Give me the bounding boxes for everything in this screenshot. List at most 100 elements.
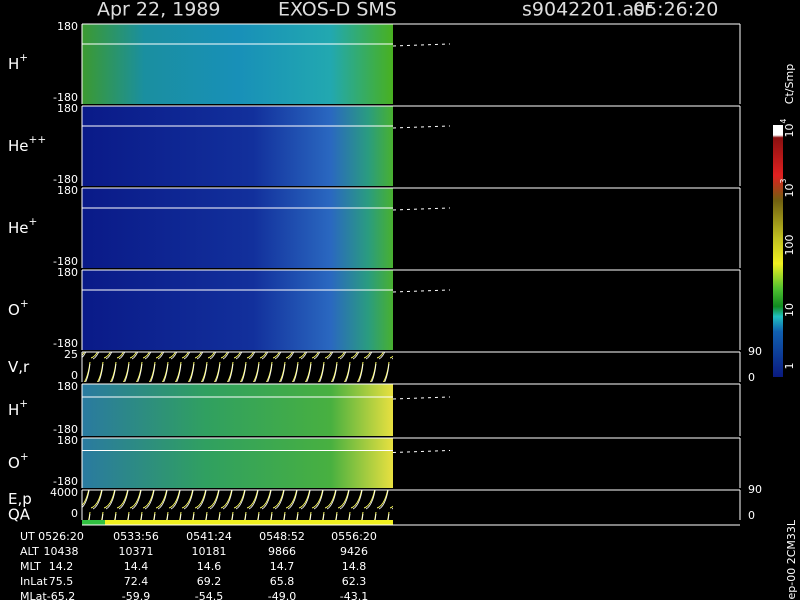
y-tick-label: 180 (57, 102, 78, 115)
label: O+ (8, 298, 29, 319)
table-value: -65.2 (47, 590, 75, 600)
label: E,p (8, 490, 32, 508)
label-sup: + (19, 52, 28, 64)
table-value: -54.5 (195, 590, 223, 600)
table-value: -59.9 (122, 590, 150, 600)
y-tick-label: 180 (57, 184, 78, 197)
label-sup: + (29, 216, 38, 228)
label-sup: + (20, 451, 29, 463)
trace (392, 125, 451, 129)
y-tick-label: 0 (71, 369, 78, 382)
y-tick-label: -180 (53, 255, 78, 268)
table-label: MLT (20, 560, 41, 573)
y-tick-label: 180 (57, 380, 78, 393)
spectrogram (82, 106, 393, 186)
y2-tick-label: 90 (748, 345, 762, 358)
table-value: 14.2 (49, 560, 74, 573)
trace (392, 396, 451, 400)
y-tick-label: 0 (71, 507, 78, 520)
table-value: 14.6 (197, 560, 222, 573)
table-label: ALT (20, 545, 39, 558)
spectrogram (82, 270, 393, 350)
y2-tick-label: 0 (748, 371, 755, 384)
date: Apr 22, 1989 (97, 0, 221, 21)
spectrogram (82, 24, 393, 104)
table-value: 62.3 (342, 575, 367, 588)
y-tick-label: -180 (53, 91, 78, 104)
colorbar-unit: Ct/Smp (783, 64, 796, 104)
trace (392, 43, 451, 47)
label-base: O (8, 301, 20, 319)
label-base: 100 (783, 235, 796, 256)
label-sup: + (20, 298, 29, 310)
label-sup: 3 (779, 178, 788, 183)
table-value: 0541:24 (186, 530, 232, 543)
table-value: 14.8 (342, 560, 367, 573)
table-value: 65.8 (270, 575, 295, 588)
y-tick-label: 180 (57, 434, 78, 447)
table-value: 9866 (268, 545, 296, 558)
label-sup: 4 (779, 118, 788, 123)
y-tick-label: 180 (57, 266, 78, 279)
table-value: 0556:20 (331, 530, 377, 543)
label: 1 (783, 363, 796, 370)
label-base: O (8, 454, 20, 472)
label: 10 (783, 303, 796, 317)
spectrogram (82, 352, 393, 382)
label: O+ (8, 451, 29, 472)
qa-strip (82, 520, 105, 525)
table-value: 72.4 (124, 575, 149, 588)
table-value: 14.4 (124, 560, 149, 573)
label: H+ (8, 52, 28, 73)
label-sup: + (19, 398, 28, 410)
file: s9042201.asr (522, 0, 652, 21)
table-label: InLat (20, 575, 48, 588)
label: QA (8, 506, 31, 524)
label-base: E,p (8, 490, 32, 508)
table-value: 0548:52 (259, 530, 305, 543)
spectrogram (82, 438, 393, 488)
table-value: 14.7 (270, 560, 295, 573)
footer: Sep-00 2CM33L (785, 519, 798, 600)
y-tick-label: -180 (53, 173, 78, 186)
label: He+ (8, 216, 37, 237)
y-tick-label: -180 (53, 423, 78, 436)
label-base: 10 (783, 303, 796, 317)
instrument: EXOS-D SMS (278, 0, 397, 21)
table-value: 9426 (340, 545, 368, 558)
spectrogram (82, 384, 393, 436)
y-tick-label: 4000 (50, 486, 78, 499)
label-base: He (8, 219, 29, 237)
table-value: 0526:20 (38, 530, 84, 543)
y-tick-label: -180 (53, 475, 78, 488)
y-tick-label: 25 (64, 348, 78, 361)
trace (392, 289, 451, 293)
label-base: H (8, 401, 19, 419)
label: V,r (8, 358, 30, 376)
trace (392, 450, 451, 453)
label-base: 10 (783, 183, 796, 197)
table-value: -49.0 (268, 590, 296, 600)
y-tick-label: -180 (53, 337, 78, 350)
label: 100 (783, 235, 796, 256)
table-label: MLat (20, 590, 47, 600)
label-base: H (8, 55, 19, 73)
label: 104 (779, 118, 796, 137)
spectrogram (82, 490, 393, 520)
table-value: 10181 (192, 545, 227, 558)
trace (392, 207, 451, 211)
qa-strip (105, 520, 393, 525)
y-tick-label: 180 (57, 20, 78, 33)
time: 05:26:20 (633, 0, 718, 21)
table-value: 0533:56 (113, 530, 159, 543)
label-base: 1 (783, 363, 796, 370)
label: H+ (8, 398, 28, 419)
y2-tick-label: 90 (748, 483, 762, 496)
label-base: 10 (783, 123, 796, 137)
label-base: He (8, 137, 29, 155)
label: 103 (779, 178, 796, 197)
colorbar (773, 125, 783, 377)
label-sup: ++ (29, 134, 47, 146)
